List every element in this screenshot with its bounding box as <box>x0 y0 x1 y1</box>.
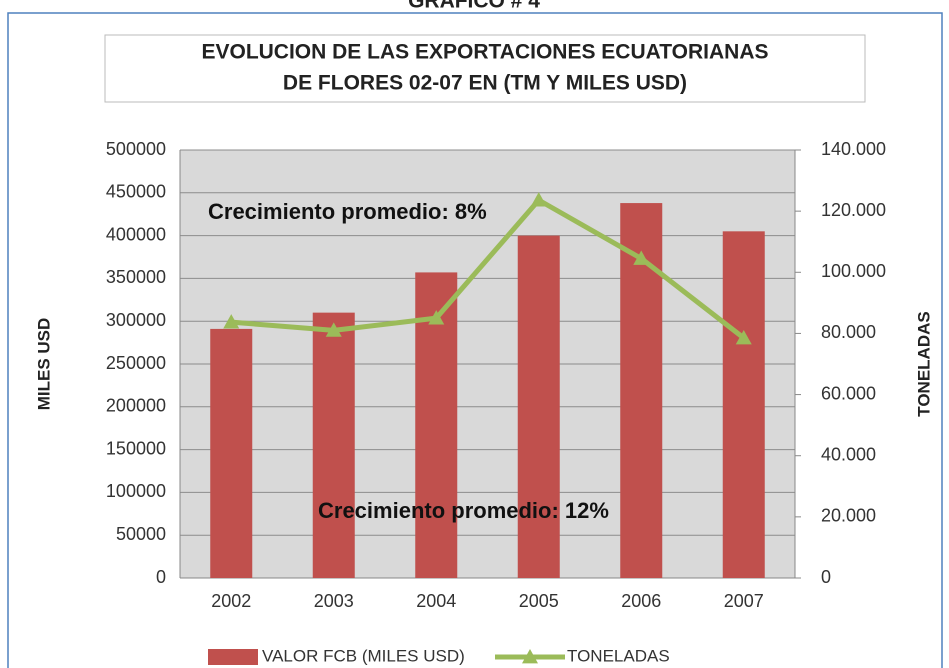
y2-tick-label: 20.000 <box>821 506 876 526</box>
y-tick-label: 200000 <box>106 396 166 416</box>
header: GRAFICO # 4 <box>408 0 540 13</box>
y-tick-label: 450000 <box>106 182 166 202</box>
bar <box>722 231 765 578</box>
y-tick-label: 50000 <box>116 524 166 544</box>
marker <box>428 310 445 325</box>
x-tick-label: 2003 <box>314 591 354 611</box>
y-tick-label: 350000 <box>106 267 166 287</box>
y-tick-label: 0 <box>156 567 166 587</box>
y2-tick-label: 80.000 <box>821 322 876 342</box>
y2-tick-label: 120.000 <box>821 200 886 220</box>
y-tick-label: 150000 <box>106 438 166 458</box>
bar <box>312 312 355 578</box>
y-tick-label: 400000 <box>106 224 166 244</box>
legend-label: TONELADAS <box>567 646 670 665</box>
y2-tick-label: 100.000 <box>821 261 886 281</box>
annotation: Crecimiento promedio: 8% <box>208 199 487 224</box>
chart-title: DE FLORES 02-07 EN (TM Y MILES USD) <box>283 72 687 95</box>
marker <box>223 314 240 329</box>
marker <box>735 330 752 345</box>
x-tick-label: 2006 <box>621 591 661 611</box>
x-tick-label: 2005 <box>519 591 559 611</box>
bar <box>517 235 560 578</box>
marker <box>633 250 650 265</box>
y-tick-label: 250000 <box>106 353 166 373</box>
bar <box>620 203 663 578</box>
y-tick-label: 100000 <box>106 481 166 501</box>
x-tick-label: 2002 <box>211 591 251 611</box>
x-tick-label: 2004 <box>416 591 456 611</box>
annotation: Crecimiento promedio: 12% <box>318 498 609 523</box>
y-tick-label: 500000 <box>106 139 166 159</box>
y-axis-label: MILES USD <box>34 318 53 411</box>
bar <box>210 328 253 578</box>
x-tick-label: 2007 <box>724 591 764 611</box>
legend-label: VALOR FCB (MILES USD) <box>262 646 465 665</box>
y2-axis-label: TONELADAS <box>914 311 933 416</box>
y2-tick-label: 0 <box>821 567 831 587</box>
y-tick-label: 300000 <box>106 310 166 330</box>
chart-title: EVOLUCION DE LAS EXPORTACIONES ECUATORIA… <box>201 41 768 64</box>
y2-tick-label: 60.000 <box>821 383 876 403</box>
y2-tick-label: 40.000 <box>821 444 876 464</box>
title-box <box>104 34 866 103</box>
legend-marker <box>522 649 538 664</box>
marker <box>325 322 342 337</box>
marker <box>530 192 547 207</box>
y2-tick-label: 140.000 <box>821 139 886 159</box>
legend-swatch <box>208 649 258 665</box>
line <box>231 197 746 340</box>
